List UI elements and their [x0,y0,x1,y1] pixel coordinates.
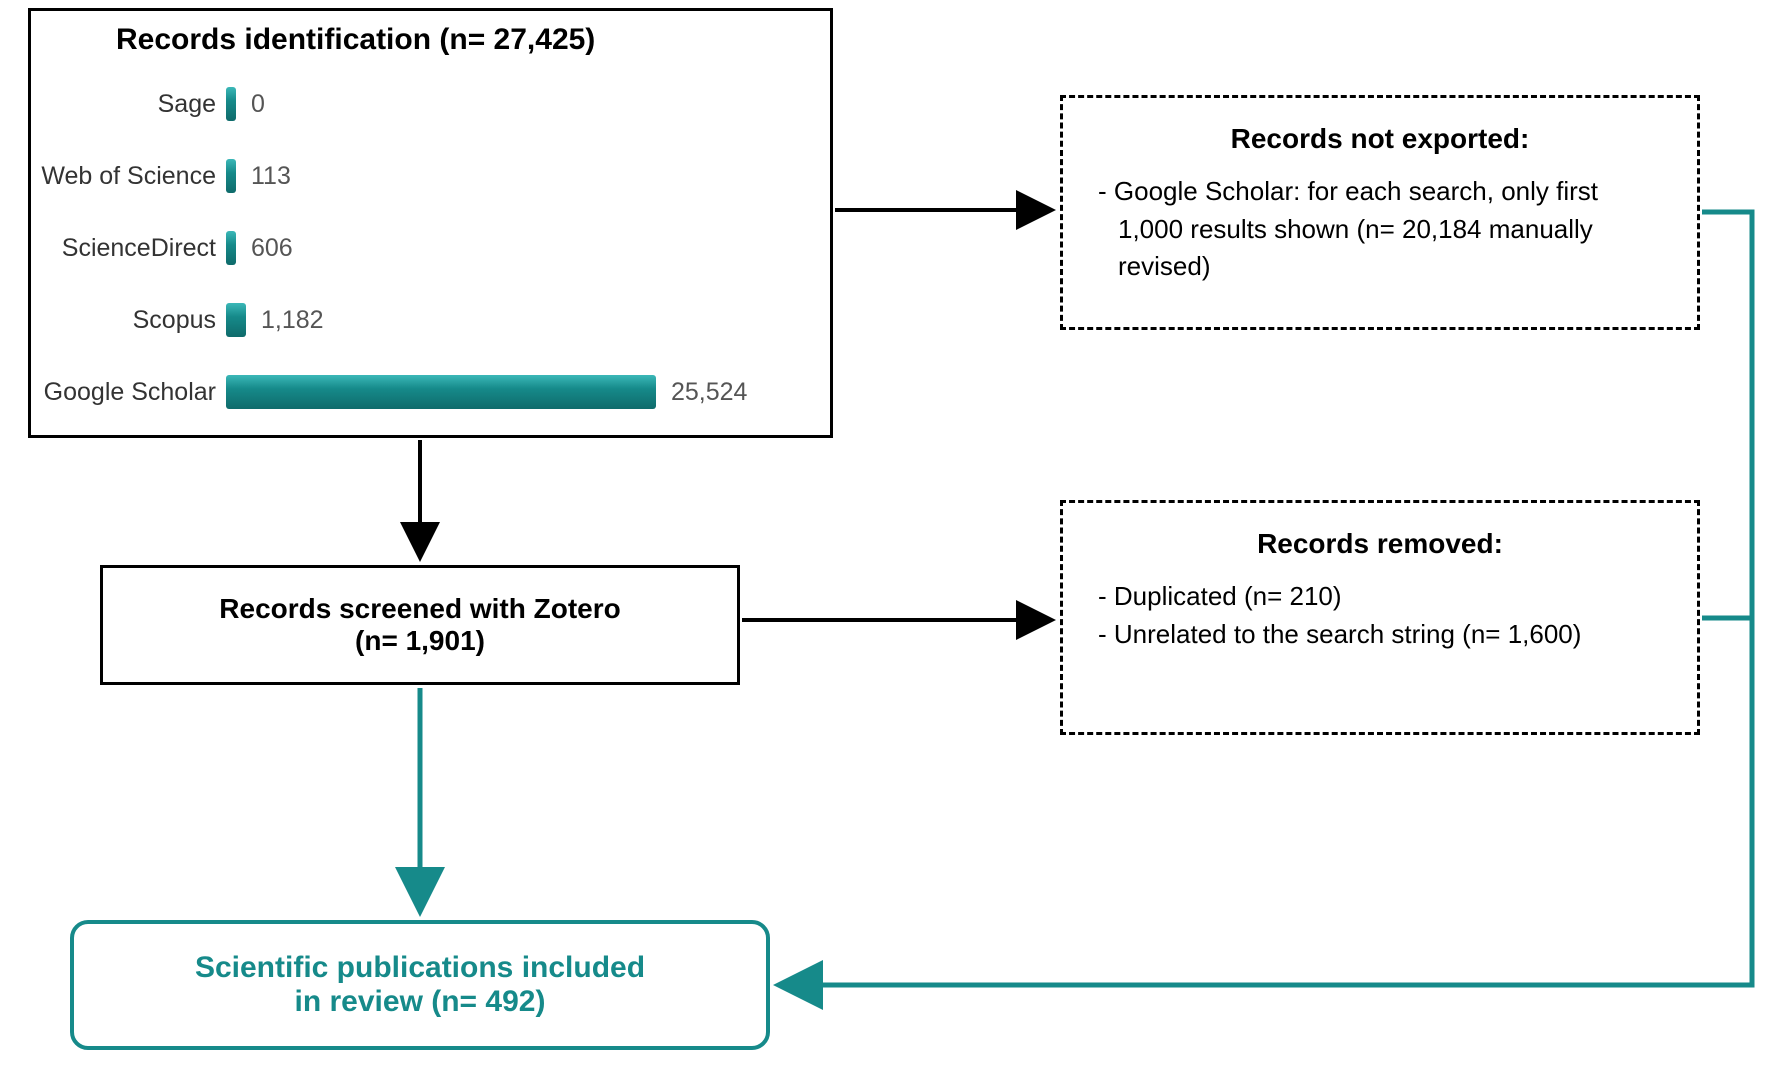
arrow-notexported-to-included [778,212,1752,985]
arrows-layer [0,0,1772,1076]
